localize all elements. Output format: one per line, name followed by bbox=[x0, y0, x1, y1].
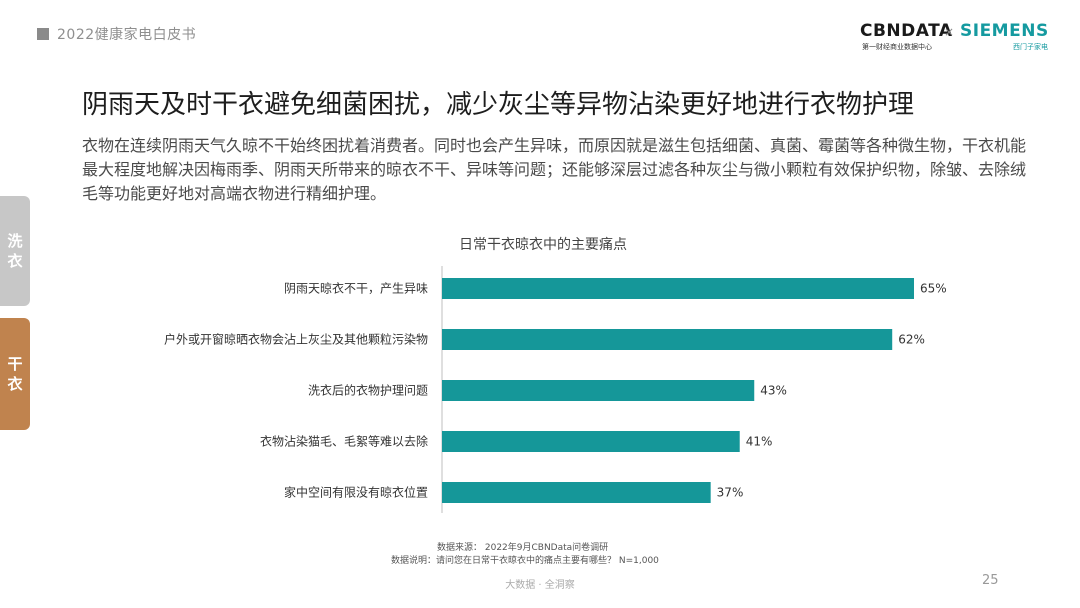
value-label: 37% bbox=[717, 486, 744, 500]
chart-title: 日常干衣晾衣中的主要痛点 bbox=[459, 237, 627, 253]
value-label: 43% bbox=[760, 384, 787, 398]
report-title: 2022健康家电白皮书 bbox=[57, 27, 197, 43]
side-tab-wash-label: 洗衣 bbox=[7, 232, 23, 270]
siemens-logo: SIEMENS bbox=[960, 21, 1049, 41]
footer-brand: 大数据 · 全洞察 bbox=[505, 580, 575, 591]
side-tab-dry[interactable]: 干衣 bbox=[0, 318, 30, 430]
cbndata-logo-subtitle: 第一财经商业数据中心 bbox=[862, 43, 932, 51]
siemens-logo-subtitle: 西门子家电 bbox=[1013, 43, 1048, 51]
logo-separator: × bbox=[944, 25, 955, 39]
page-headline: 阴雨天及时干衣避免细菌困扰，减少灰尘等异物沾染更好地进行衣物护理 bbox=[82, 90, 915, 120]
side-tab-dry-label: 干衣 bbox=[7, 355, 23, 393]
category-label: 家中空间有限没有晾衣位置 bbox=[284, 485, 428, 500]
value-label: 62% bbox=[898, 333, 925, 347]
bar bbox=[442, 431, 740, 452]
category-label: 洗衣后的衣物护理问题 bbox=[308, 383, 428, 398]
data-description-note: 数据说明：请问您在日常干衣晾衣中的痛点主要有哪些？ N=1,000 bbox=[391, 556, 659, 566]
bar bbox=[442, 380, 755, 401]
bar bbox=[442, 329, 893, 350]
bar bbox=[442, 482, 711, 503]
category-label: 衣物沾染猫毛、毛絮等难以去除 bbox=[260, 434, 428, 449]
category-label: 阴雨天晾衣不干，产生异味 bbox=[284, 281, 428, 296]
side-tab-wash[interactable]: 洗衣 bbox=[0, 196, 30, 306]
body-paragraph: 衣物在连续阴雨天气久晾不干始终困扰着消费者。同时也会产生异味，而原因就是滋生包括… bbox=[82, 136, 1027, 203]
value-label: 65% bbox=[920, 282, 947, 296]
cbndata-logo: CBNDATA bbox=[860, 21, 953, 41]
category-label: 户外或开窗晾晒衣物会沾上灰尘及其他颗粒污染物 bbox=[164, 332, 428, 347]
bar bbox=[442, 278, 914, 299]
pain-points-bar-chart: 阴雨天晾衣不干，产生异味 65% 户外或开窗晾晒衣物会沾上灰尘及其他颗粒污染物 62%… bbox=[164, 266, 947, 513]
page-number: 25 bbox=[982, 573, 999, 588]
header-square-icon bbox=[37, 28, 49, 40]
value-label: 41% bbox=[746, 435, 773, 449]
data-source-note: 数据来源： 2022年9月CBNData问卷调研 bbox=[437, 543, 609, 553]
